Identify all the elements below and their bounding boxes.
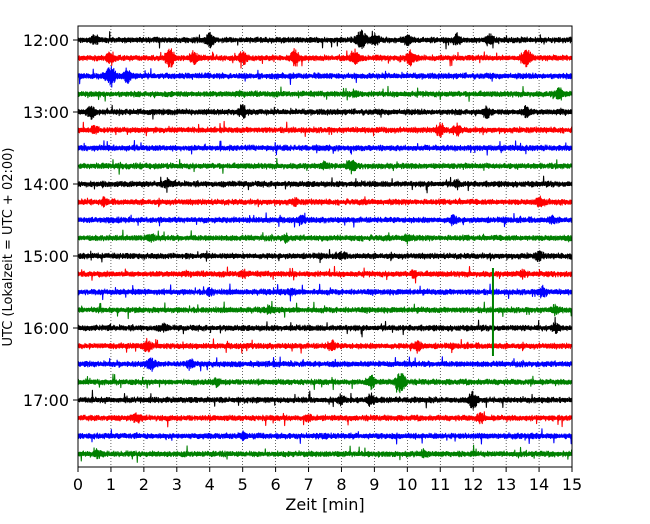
trace-1745 bbox=[77, 444, 573, 463]
trace-1430 bbox=[77, 212, 573, 228]
trace-1730 bbox=[77, 428, 573, 445]
trace-1445 bbox=[77, 229, 573, 245]
y-axis-title: UTC (Lokalzeit = UTC + 02:00) bbox=[1, 148, 16, 347]
x-tick-label: 9 bbox=[369, 475, 379, 494]
trace-1545 bbox=[77, 300, 573, 320]
trace-1530 bbox=[77, 283, 573, 302]
y-tick-label: 13:00 bbox=[23, 103, 69, 122]
trace-1400 bbox=[77, 175, 573, 194]
trace-1715 bbox=[77, 411, 573, 428]
x-tick-label: 7 bbox=[303, 475, 313, 494]
trace-1230 bbox=[77, 65, 573, 88]
x-tick-label: 10 bbox=[397, 475, 417, 494]
trace-1630 bbox=[77, 356, 573, 372]
y-tick-label: 12:00 bbox=[23, 31, 69, 50]
x-tick-label: 2 bbox=[139, 475, 149, 494]
x-tick-label: 3 bbox=[172, 475, 182, 494]
x-tick-label: 6 bbox=[271, 475, 281, 494]
trace-1200 bbox=[77, 29, 573, 50]
traces-layer bbox=[77, 29, 573, 463]
trace-1345 bbox=[77, 157, 573, 175]
x-tick-label: 8 bbox=[336, 475, 346, 494]
y-tick-label: 15:00 bbox=[23, 247, 69, 266]
trace-1600 bbox=[77, 316, 573, 338]
x-tick-label: 13 bbox=[496, 475, 516, 494]
trace-1515 bbox=[77, 265, 573, 284]
trace-1300 bbox=[77, 104, 573, 120]
trace-1700 bbox=[77, 389, 573, 410]
trace-1415 bbox=[77, 195, 573, 208]
plot-frame bbox=[77, 25, 573, 468]
y-tick-label: 14:00 bbox=[23, 175, 69, 194]
y-tick-label: 16:00 bbox=[23, 319, 69, 338]
trace-1615 bbox=[77, 337, 573, 354]
x-tick-label: 1 bbox=[106, 475, 116, 494]
x-tick-label: 4 bbox=[205, 475, 215, 494]
trace-1645 bbox=[77, 373, 573, 394]
x-tick-label: 15 bbox=[562, 475, 582, 494]
y-tick-label: 17:00 bbox=[23, 391, 69, 410]
trace-1500 bbox=[77, 248, 573, 264]
trace-1215 bbox=[77, 48, 573, 69]
trace-1330 bbox=[77, 140, 573, 156]
trace-1245 bbox=[77, 85, 573, 102]
x-tick-label: 12 bbox=[463, 475, 483, 494]
x-tick-label: 11 bbox=[430, 475, 450, 494]
axes-layer: 0 1 2 3 4 5 6 7 8 9 10 11 12 13 14 1512:0013:0014:0015:… bbox=[23, 25, 582, 494]
x-tick-label: 14 bbox=[529, 475, 549, 494]
x-tick-label: 5 bbox=[238, 475, 248, 494]
trace-1315 bbox=[77, 120, 573, 138]
x-tick-label: 0 bbox=[73, 475, 83, 494]
x-axis-title: Zeit [min] bbox=[285, 495, 364, 514]
